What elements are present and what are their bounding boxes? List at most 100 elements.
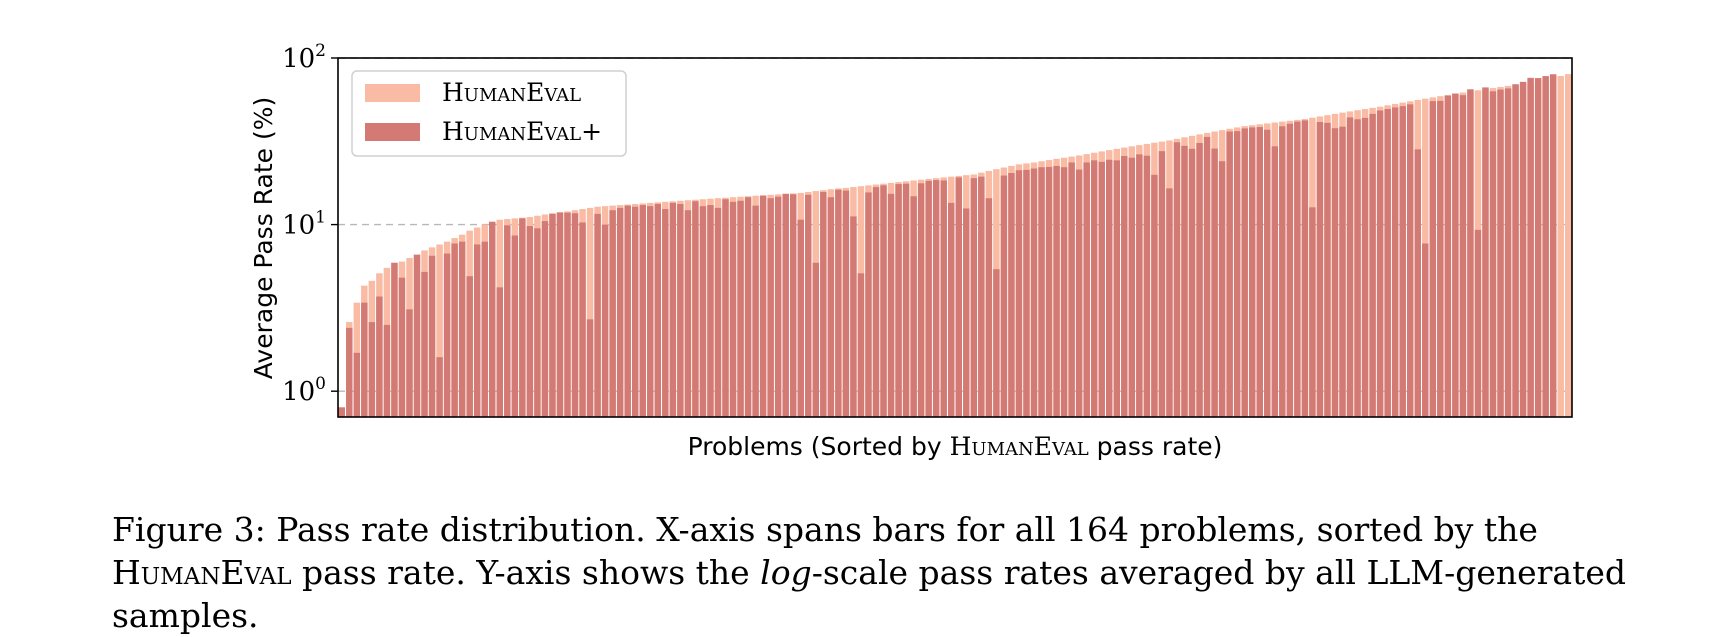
- humaneval-plus-bar: [1015, 170, 1023, 417]
- humaneval-plus-bar: [1294, 121, 1301, 417]
- humaneval-plus-bar: [677, 203, 684, 417]
- humaneval-bar: [1557, 75, 1564, 417]
- humaneval-plus-bar: [880, 185, 887, 417]
- humaneval-plus-bar: [993, 269, 1000, 417]
- humaneval-plus-bar: [662, 209, 669, 417]
- humaneval-plus-bar: [519, 218, 526, 417]
- y-tick-label: 100: [282, 374, 326, 407]
- humaneval-plus-bar: [609, 210, 616, 417]
- humaneval-plus-bar: [752, 205, 759, 417]
- humaneval-plus-bar: [1226, 131, 1233, 417]
- humaneval-plus-bar: [1497, 89, 1504, 418]
- caption-text: pass rate. Y-axis shows the: [291, 553, 761, 592]
- humaneval-plus-bar: [1173, 142, 1181, 417]
- plot-frame: [337, 57, 1573, 418]
- humaneval-plus-bar: [346, 327, 353, 417]
- humaneval-plus-bar: [1391, 107, 1399, 418]
- humaneval-plus-bar: [1467, 89, 1474, 417]
- y-axis-label: Average Pass Rate (%): [249, 97, 278, 379]
- humaneval-plus-bar: [489, 221, 496, 417]
- humaneval-plus-bar: [1113, 160, 1121, 418]
- humaneval-plus-bar: [1045, 166, 1053, 417]
- humaneval-plus-bar: [1068, 162, 1075, 417]
- humaneval-plus-bar: [458, 241, 466, 417]
- humaneval-plus-bar: [534, 228, 541, 417]
- humaneval-plus-bar: [865, 192, 872, 417]
- humaneval-plus-bar: [511, 235, 519, 417]
- humaneval-plus-bar: [955, 177, 962, 417]
- humaneval-plus-bar: [443, 253, 451, 417]
- humaneval-plus-bar: [1527, 77, 1534, 418]
- humaneval-plus-bar: [699, 206, 707, 417]
- humaneval-plus-bar: [1452, 93, 1459, 417]
- humaneval-plus-bar: [789, 194, 797, 417]
- legend-label-humaneval: HumanEval: [442, 78, 581, 107]
- humaneval-plus-bar: [805, 194, 812, 417]
- humaneval-plus-bar: [925, 180, 932, 417]
- humaneval-plus-bar: [940, 180, 947, 417]
- humaneval-plus-bar: [1459, 95, 1467, 417]
- humaneval-plus-bar: [684, 210, 692, 417]
- humaneval-plus-bar: [985, 198, 993, 417]
- humaneval-plus-bar: [436, 357, 443, 417]
- humaneval-plus-bar: [669, 202, 677, 417]
- humaneval-plus-bar: [872, 187, 880, 417]
- humaneval-plus-bar: [1211, 148, 1218, 417]
- humaneval-plus-bar: [466, 276, 473, 417]
- humaneval-plus-bar: [1248, 127, 1256, 417]
- humaneval-plus-bar: [1083, 162, 1090, 417]
- humaneval-plus-bar: [1203, 136, 1211, 417]
- humaneval-plus-bar: [850, 216, 857, 417]
- humaneval-plus-bar: [857, 273, 865, 417]
- humaneval-plus-bar: [917, 183, 925, 417]
- humaneval-plus-bar: [368, 322, 376, 417]
- humaneval-plus-bar: [970, 178, 978, 417]
- humaneval-bar: [586, 207, 594, 417]
- humaneval-plus-bar: [1000, 175, 1008, 417]
- humaneval-plus-bar: [1271, 146, 1279, 417]
- humaneval-plus-bar: [759, 195, 767, 417]
- humaneval-plus-bar: [376, 296, 383, 417]
- humaneval-plus-bar: [1075, 169, 1083, 417]
- humaneval-plus-bar: [1489, 91, 1497, 417]
- humaneval-plus-bar: [692, 201, 699, 417]
- humaneval-plus-bar: [1166, 188, 1173, 417]
- humaneval-plus-bar: [1301, 120, 1309, 418]
- caption-humaneval: HumanEval: [112, 553, 292, 592]
- figure-caption: Figure 3: Pass rate distribution. X-axis…: [112, 508, 1712, 637]
- humaneval-plus-bar: [579, 222, 586, 417]
- humaneval-plus-bar: [647, 206, 654, 417]
- caption-log: log: [760, 553, 812, 592]
- y-axis-ticks: 100 101 102: [282, 41, 338, 407]
- humaneval-plus-bar: [549, 213, 556, 417]
- humaneval-plus-bar: [601, 224, 609, 417]
- humaneval-plus-bar: [616, 207, 624, 417]
- humaneval-plus-bar: [1444, 95, 1452, 417]
- humaneval-plus-bar: [1038, 167, 1045, 417]
- humaneval-plus-bar: [1218, 161, 1226, 417]
- humaneval-plus-bar: [842, 190, 850, 417]
- humaneval-plus-bar: [910, 196, 917, 417]
- humaneval-plus-bar: [526, 226, 534, 417]
- humaneval-plus-bar: [978, 176, 985, 417]
- humaneval-plus-bar: [1331, 128, 1339, 417]
- y-tick-label: 101: [282, 208, 326, 241]
- humaneval-plus-bar: [1188, 148, 1196, 417]
- humaneval-plus-bar: [1309, 207, 1316, 417]
- humaneval-plus-bar: [1534, 78, 1542, 418]
- humaneval-plus-bar: [556, 212, 564, 417]
- humaneval-plus-bar: [1128, 157, 1136, 417]
- caption-label: Figure 3:: [112, 510, 266, 549]
- humaneval-plus-bar: [406, 309, 413, 417]
- caption-text: -scale pass rates averaged by all LLM-ge…: [112, 553, 1627, 635]
- humaneval-plus-bar: [1023, 169, 1030, 417]
- humaneval-plus-bar: [887, 193, 895, 417]
- humaneval-plus-bar: [948, 202, 955, 417]
- humaneval-plus-bar: [1136, 154, 1143, 418]
- legend-swatch-humaneval-plus: [365, 123, 420, 141]
- humaneval-plus-bars: [338, 74, 1557, 418]
- humaneval-plus-bar: [451, 243, 458, 417]
- humaneval-plus-bar: [1384, 109, 1391, 418]
- humaneval-plus-bar: [1286, 123, 1294, 417]
- humaneval-plus-bar: [571, 213, 579, 417]
